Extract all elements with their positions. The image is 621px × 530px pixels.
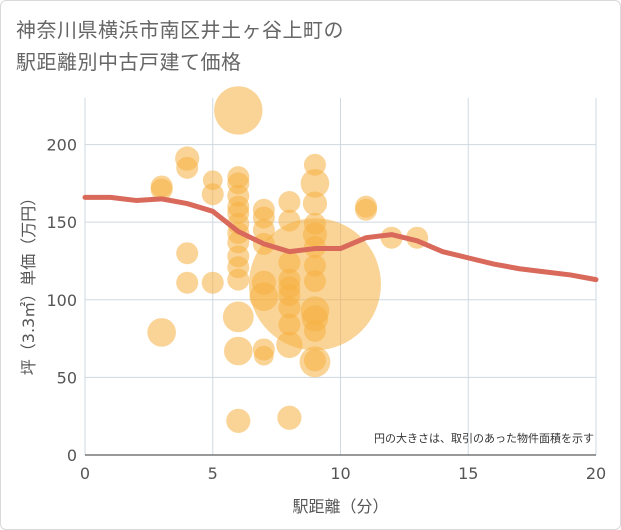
trend-line <box>82 194 599 283</box>
data-bubble <box>150 178 173 201</box>
size-note: 円の大きさは、取引のあった物件面積を示す <box>374 431 594 445</box>
y-tick-labels: 0 50 100 150 200 <box>46 136 77 465</box>
data-bubble <box>176 242 199 265</box>
x-tick-label: 15 <box>458 464 478 483</box>
y-tick-label: 200 <box>46 136 77 155</box>
x-tick-labels: 0 5 10 15 20 <box>80 464 606 483</box>
chart-title-line2: 駅距離別中古戸建て価格 <box>16 50 242 74</box>
data-bubble <box>214 86 263 135</box>
x-tick-label: 10 <box>330 464 350 483</box>
data-bubble <box>201 271 224 294</box>
y-axis-label: 坪（3.3㎡）単価（万円） <box>19 190 38 375</box>
data-bubble <box>176 156 199 179</box>
chart-title-line1: 神奈川県横浜市南区井土ヶ谷上町の <box>16 18 344 42</box>
data-bubble <box>380 226 403 249</box>
data-bubble <box>201 183 224 206</box>
data-bubble <box>303 319 326 342</box>
chart-title: 神奈川県横浜市南区井土ヶ谷上町の 駅距離別中古戸建て価格 <box>16 14 344 78</box>
data-bubble <box>299 346 331 378</box>
x-axis-label: 駅距離（分） <box>292 497 388 516</box>
data-bubble <box>227 268 250 291</box>
y-tick-label: 100 <box>46 291 77 310</box>
data-bubble <box>224 336 253 366</box>
data-bubble <box>277 405 302 430</box>
data-bubble <box>176 271 199 294</box>
data-bubble <box>278 190 301 213</box>
y-tick-label: 150 <box>46 213 77 232</box>
data-bubble <box>302 191 328 216</box>
data-bubble <box>222 301 254 333</box>
data-bubble <box>226 408 251 433</box>
y-tick-label: 50 <box>57 368 77 387</box>
y-tick-label: 0 <box>67 446 77 465</box>
data-bubble <box>300 169 330 198</box>
x-tick-label: 5 <box>208 464 218 483</box>
x-tick-label: 0 <box>80 464 90 483</box>
grid-lines <box>84 98 597 456</box>
data-bubble <box>253 345 274 366</box>
data-bubble <box>355 198 378 221</box>
data-bubble <box>147 318 176 347</box>
x-tick-label: 20 <box>586 464 606 483</box>
